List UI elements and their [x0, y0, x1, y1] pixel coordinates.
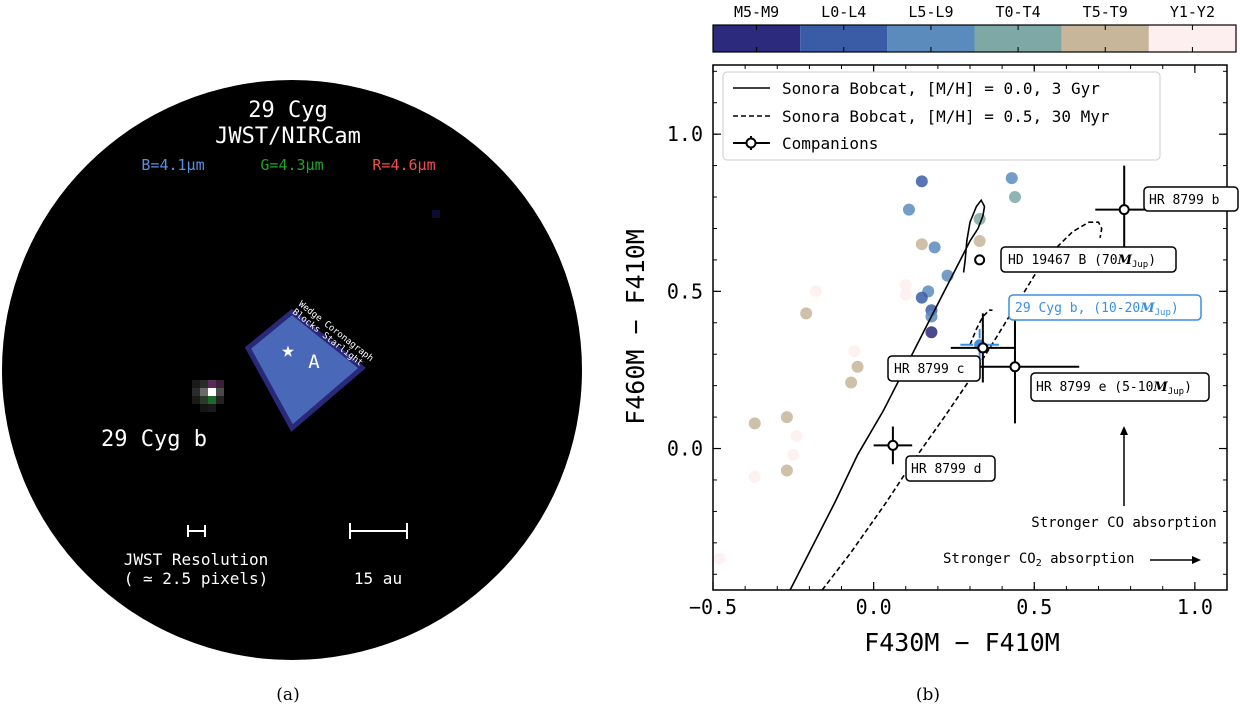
colorbar-label: Y1-Y2 [1170, 3, 1215, 21]
co2-label: Stronger CO2 absorption [943, 551, 1134, 569]
model-track-solid [789, 198, 986, 590]
x-tick-label: −0.5 [689, 595, 737, 619]
y-tick-label: 1.0 [667, 122, 703, 146]
y-axis-label: F460M − F410M [621, 229, 650, 425]
field-object-point [1005, 172, 1018, 185]
companion-point [977, 342, 989, 354]
x-tick-label: 1.0 [1177, 595, 1213, 619]
label-hd19467b: HD 19467 B (70MJup) [1008, 253, 1156, 270]
star-label: A [308, 351, 320, 373]
field-object-point [915, 238, 928, 251]
colorbar-label: T5-T9 [1083, 3, 1128, 21]
panel-a-image: 29 Cyg JWST/NIRCam B=4.1μm G=4.3μm R=4.6… [2, 80, 582, 705]
colorbar-frame [712, 24, 1237, 53]
field-object-point [902, 203, 915, 216]
co-arrow [1120, 426, 1128, 506]
scale-bar [349, 523, 408, 539]
field-object-point [899, 288, 912, 301]
companion-marker [1095, 165, 1154, 254]
label-29cygb: 29 Cyg b, (10-20MJup) [1015, 301, 1179, 318]
companion-label: 29 Cyg b [101, 427, 207, 452]
label-hr8799e: HR 8799 e (5-10MJup) [1036, 380, 1192, 397]
field-object-point [748, 417, 761, 430]
caption-a: (a) [276, 685, 299, 705]
colorbar-label: L0-L4 [821, 3, 866, 21]
co2-arrow [1150, 556, 1201, 564]
label-hr8799d: HR 8799 d [911, 462, 981, 477]
companion-marker [873, 426, 913, 465]
filter-red-label: R=4.6μm [372, 156, 435, 174]
legend-item-companions: Companions [782, 134, 878, 153]
legend-item-dashed: Sonora Bobcat, [M/H] = 0.5, 30 Myr [782, 107, 1110, 126]
spectral-type-colorbar: M5-M9 L0-L4 L5-L9 T0-T4 T5-T9 Y1-Y2 [712, 3, 1237, 53]
field-object-point [915, 291, 928, 304]
resolution-label-line1: JWST Resolution [124, 550, 269, 569]
companion-point [887, 439, 899, 451]
field-object-point [790, 429, 803, 442]
field-object-point [780, 464, 793, 477]
field-object-point [851, 360, 864, 373]
legend-item-solid: Sonora Bobcat, [M/H] = 0.0, 3 Gyr [782, 79, 1100, 98]
x-tick-label: 0.5 [1016, 595, 1052, 619]
colorbar-label: M5-M9 [734, 3, 779, 21]
model-track-dashed [969, 309, 993, 346]
panel-b-chart: M5-M9 L0-L4 L5-L9 T0-T4 T5-T9 Y1-Y2 −0.5 0.0 0.… [621, 3, 1239, 705]
label-hr8799c: HR 8799 c [894, 362, 964, 377]
field-object-point [848, 345, 861, 358]
label-hr8799b: HR 8799 b [1149, 193, 1220, 208]
caption-b: (b) [916, 685, 940, 705]
companion-point [974, 254, 986, 266]
image-title-line1: 29 Cyg [248, 98, 327, 123]
resolution-bar [187, 525, 206, 537]
field-object-point [780, 411, 793, 424]
companion-marker [974, 254, 986, 266]
filter-green-label: G=4.3μm [260, 156, 323, 174]
co-label: Stronger CO absorption [1031, 515, 1216, 531]
colorbar-label: L5-L9 [908, 3, 953, 21]
wedge-coronagraph [244, 308, 366, 432]
field-object-point [899, 279, 912, 292]
field-object-point [787, 448, 800, 461]
field-object-point [800, 307, 813, 320]
field-object-point [1008, 191, 1021, 204]
resolution-label-line2: ( ≃ 2.5 pixels) [124, 569, 269, 588]
scale-label: 15 au [354, 569, 402, 588]
y-tick-label: 0.0 [667, 437, 703, 461]
colorbar-label: T0-T4 [996, 3, 1041, 21]
field-object-point [809, 285, 822, 298]
x-axis-label: F430M − F410M [864, 628, 1060, 657]
companion-marker [950, 313, 1015, 383]
companion-pixels [192, 210, 440, 412]
field-object-point [973, 235, 986, 248]
field-object-point [713, 552, 726, 565]
companion-point [1009, 361, 1021, 373]
x-tick-label: 0.0 [856, 595, 892, 619]
image-title-line2: JWST/NIRCam [215, 124, 361, 149]
field-object-point [845, 376, 858, 389]
field-object-point [915, 175, 928, 188]
filter-blue-label: B=4.1μm [141, 156, 204, 174]
star-icon: ★ [281, 338, 294, 363]
legend: Sonora Bobcat, [M/H] = 0.0, 3 Gyr Sonora… [722, 71, 1161, 161]
y-tick-label: 0.5 [667, 279, 703, 303]
field-object-point [928, 241, 941, 254]
field-object-point [748, 470, 761, 483]
companion-labels: HR 8799 b HD 19467 B (70MJup) 29 Cyg b, … [887, 186, 1239, 482]
companion-point [1118, 204, 1130, 216]
field-object-point [925, 326, 938, 339]
